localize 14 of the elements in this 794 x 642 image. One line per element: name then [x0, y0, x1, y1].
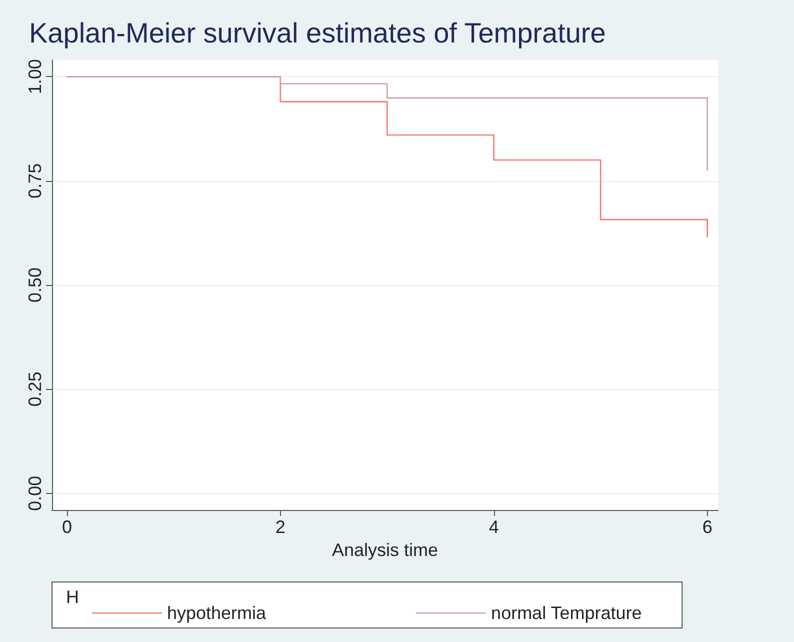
- x-tick-label: 4: [488, 517, 499, 537]
- chart-title: Kaplan-Meier survival estimates of Temprature: [29, 18, 606, 48]
- text: H: [66, 587, 79, 607]
- legend-label: normal Temprature: [491, 603, 642, 623]
- y-tick-label: 0.00: [25, 476, 45, 511]
- y-tick-label: 0.25: [25, 372, 45, 407]
- x-tick-label: 0: [62, 517, 72, 537]
- y-tick-label: 0.75: [25, 163, 45, 198]
- legend-label: hypothermia: [167, 603, 268, 623]
- y-tick-label: 0.50: [25, 267, 45, 303]
- x-tick-label: 2: [275, 517, 286, 537]
- x-tick-label: 6: [702, 517, 712, 537]
- y-tick-label: 1.00: [25, 59, 45, 94]
- x-axis-title: Analysis time: [332, 540, 438, 560]
